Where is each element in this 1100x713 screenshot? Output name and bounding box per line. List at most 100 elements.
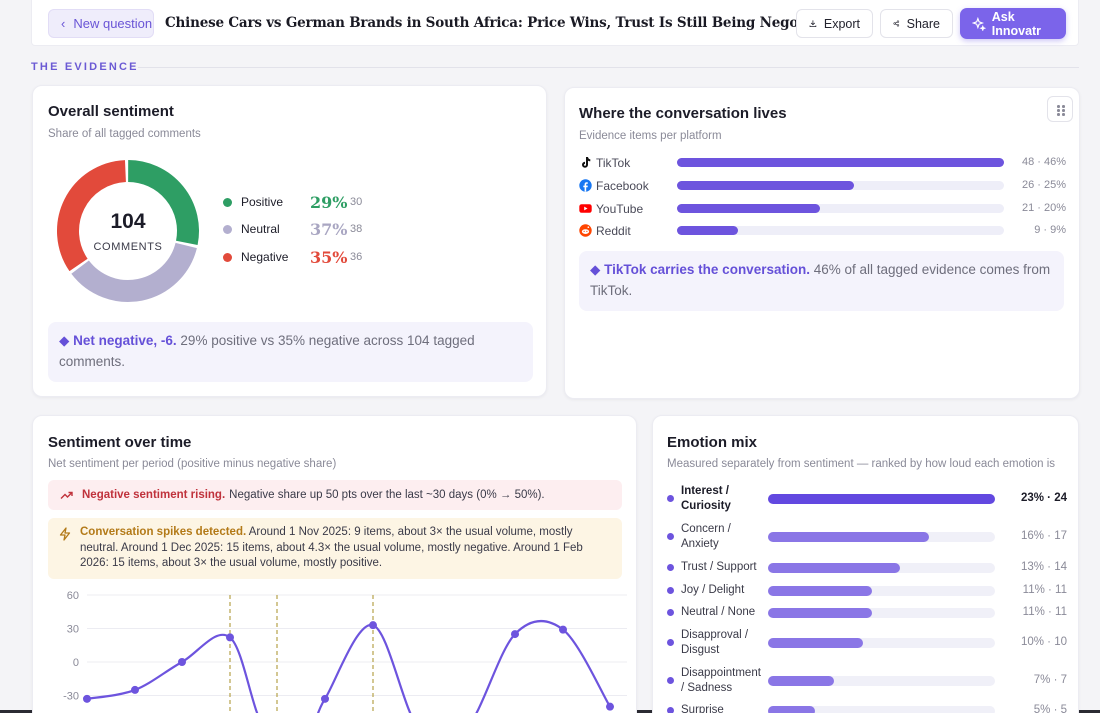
emotion-name: Disappointment / Sadness (681, 667, 761, 694)
insight-headline: ◆ TikTok carries the conversation. (590, 262, 810, 277)
platform-value: 9 · 9% (1034, 224, 1066, 236)
section-label: THE EVIDENCE (31, 61, 139, 73)
platform-bar-track (677, 226, 1004, 235)
emotion-bar-track (768, 494, 995, 504)
emotion-name: Disapproval / Disgust (681, 629, 749, 656)
emotion-value: 11% · 11 (1022, 584, 1067, 596)
alert-text: Negative share up 50 pts over the last ~… (229, 489, 545, 501)
ask-innovatr-button[interactable]: Ask Innovatr (960, 8, 1066, 39)
emotion-bar-fill (768, 586, 872, 596)
emotion-dot (667, 677, 674, 684)
trend-up-icon (60, 491, 73, 499)
insight-headline: ◆ Net negative, -6. (59, 333, 177, 348)
sentiment-donut (57, 160, 199, 302)
legend-name: Positive (241, 195, 284, 209)
sentiment-over-time-card: Sentiment over time Net sentiment per pe… (32, 415, 637, 713)
legend-positive: Positive 29% 30 (223, 192, 362, 212)
emotion-name: Trust / Support (681, 561, 757, 573)
y-tick-label: 30 (67, 624, 79, 636)
platform-row-tiktok: TikTok 48 · 46% (579, 155, 1067, 171)
emotion-value: 11% · 11 (1022, 606, 1067, 618)
legend-name: Negative (241, 250, 289, 264)
platform-name: Reddit (596, 224, 631, 238)
emotion-bar-fill (768, 676, 835, 686)
card-subtitle: Share of all tagged comments (48, 128, 201, 140)
data-point[interactable] (226, 633, 234, 642)
emotion-dot (667, 495, 674, 502)
emotion-dot (667, 707, 674, 713)
donut-total: 104 (110, 210, 146, 233)
tiktok-icon (582, 157, 591, 168)
platform-name: YouTube (596, 202, 644, 216)
emotion-bar-fill (768, 494, 995, 504)
new-question-button[interactable]: ‹ New question (48, 9, 154, 38)
platform-name: Facebook (596, 179, 649, 193)
data-point[interactable] (606, 702, 614, 711)
emotion-dot (667, 639, 674, 646)
platform-value: 48 · 46% (1021, 156, 1066, 168)
platform-bar-fill (677, 226, 739, 235)
export-button[interactable]: Export (796, 9, 873, 38)
ask-innovatr-label: Ask Innovatr (991, 9, 1042, 38)
emotion-bar-track (768, 638, 995, 648)
data-point[interactable] (369, 621, 377, 630)
data-point[interactable] (131, 685, 139, 694)
sparkle-icon (972, 16, 986, 31)
platform-row-youtube: YouTube 21 · 20% (579, 201, 1067, 217)
y-tick-label: 0 (73, 657, 79, 669)
share-icon (893, 20, 900, 27)
spike-headline: Conversation spikes detected. (80, 526, 247, 538)
sentiment-line-chart: 60 30 0 -30 (63, 590, 627, 713)
platform-value: 26 · 25% (1021, 179, 1066, 191)
platform-name: TikTok (596, 156, 631, 170)
data-point[interactable] (559, 625, 567, 634)
share-label: Share (906, 16, 940, 31)
emotion-bar-fill (768, 608, 872, 618)
donut-slice-positive (127, 160, 199, 246)
emotion-dot (667, 564, 674, 571)
card-subtitle: Net sentiment per period (positive minus… (48, 458, 337, 470)
reddit-icon (579, 224, 592, 237)
negative-rising-alert: Negative sentiment rising. Negative shar… (48, 480, 622, 510)
platform-value: 21 · 20% (1021, 202, 1066, 214)
emotion-name: Interest / Curiosity (681, 485, 731, 512)
emotion-dot (667, 587, 674, 594)
legend-dot (223, 224, 232, 234)
platform-row-reddit: Reddit 9 · 9% (579, 223, 1067, 239)
drag-handle-icon[interactable] (1047, 96, 1073, 122)
overall-sentiment-card: Overall sentiment Share of all tagged co… (32, 85, 547, 397)
data-point[interactable] (178, 658, 186, 666)
legend-dot (223, 252, 232, 262)
export-label: Export (823, 16, 860, 31)
legend-pct: 37% (310, 219, 348, 239)
emotion-name: Joy / Delight (681, 584, 745, 596)
y-tick-label: -30 (63, 691, 79, 703)
platform-bar-fill (677, 204, 821, 213)
data-point[interactable] (321, 694, 329, 703)
card-title: Emotion mix (667, 434, 758, 451)
card-subtitle: Evidence items per platform (579, 130, 722, 142)
emotion-bar-fill (768, 532, 929, 542)
legend-neutral: Neutral 37% 38 (223, 219, 362, 239)
sentiment-line (86, 620, 611, 713)
emotion-value: 23% · 24 (1020, 492, 1067, 504)
emotion-bar-fill (768, 638, 863, 648)
legend-count: 30 (350, 196, 363, 208)
card-title: Where the conversation lives (579, 105, 787, 122)
data-point[interactable] (511, 630, 519, 639)
insight-text: 46% of all tagged evidence comes from Ti… (590, 262, 1051, 298)
platform-bar-fill (677, 158, 1004, 167)
emotion-value: 13% · 14 (1020, 561, 1067, 573)
legend-name: Neutral (241, 222, 280, 236)
share-button[interactable]: Share (880, 9, 953, 38)
emotion-value: 16% · 17 (1020, 530, 1067, 542)
download-icon (809, 20, 817, 27)
emotion-bar-track (768, 563, 995, 573)
spike-text: Around 1 Nov 2025: 9 items, about 3× the… (80, 526, 583, 569)
emotion-bar-track (768, 532, 995, 542)
data-point[interactable] (83, 694, 91, 703)
emotion-bar-track (768, 608, 995, 618)
emotion-name: Concern / Anxiety (681, 523, 731, 550)
donut-total-label: COMMENTS (93, 241, 163, 253)
emotion-name: Surprise (681, 704, 724, 713)
